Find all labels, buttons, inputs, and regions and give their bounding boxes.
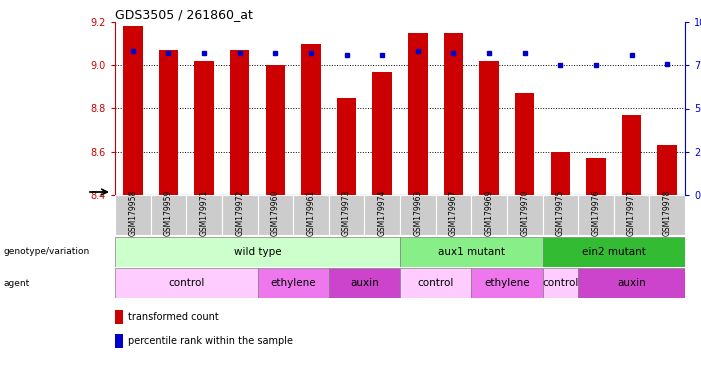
Text: transformed count: transformed count: [128, 312, 218, 322]
Bar: [222, 195, 257, 235]
Text: GSM179958: GSM179958: [128, 190, 137, 236]
Text: GSM179959: GSM179959: [164, 190, 173, 236]
Text: ethylene: ethylene: [271, 278, 316, 288]
Bar: [115, 237, 400, 267]
Text: control: control: [417, 278, 454, 288]
Bar: [408, 33, 428, 195]
Bar: [479, 61, 499, 195]
Bar: [115, 310, 123, 324]
Bar: [515, 93, 534, 195]
Bar: [586, 158, 606, 195]
Bar: [230, 50, 250, 195]
Text: wild type: wild type: [233, 247, 281, 257]
Text: GSM179969: GSM179969: [484, 190, 494, 236]
Text: genotype/variation: genotype/variation: [4, 248, 90, 257]
Text: GSM179977: GSM179977: [627, 190, 636, 236]
Bar: [186, 195, 222, 235]
Text: GSM179963: GSM179963: [414, 190, 422, 236]
Bar: [649, 195, 685, 235]
Bar: [329, 268, 400, 298]
Bar: [365, 195, 400, 235]
Text: GSM179975: GSM179975: [556, 190, 565, 236]
Bar: [115, 268, 257, 298]
Bar: [507, 195, 543, 235]
Bar: [372, 72, 392, 195]
Bar: [257, 195, 293, 235]
Bar: [158, 50, 178, 195]
Bar: [301, 44, 321, 195]
Text: control: control: [168, 278, 205, 288]
Bar: [543, 268, 578, 298]
Text: agent: agent: [4, 278, 29, 288]
Text: GSM179967: GSM179967: [449, 190, 458, 236]
Text: auxin: auxin: [350, 278, 379, 288]
Text: GSM179970: GSM179970: [520, 190, 529, 236]
Bar: [400, 237, 543, 267]
Bar: [471, 268, 543, 298]
Bar: [123, 26, 142, 195]
Text: GDS3505 / 261860_at: GDS3505 / 261860_at: [115, 8, 253, 21]
Text: ein2 mutant: ein2 mutant: [582, 247, 646, 257]
Text: GSM179974: GSM179974: [378, 190, 387, 236]
Text: GSM179973: GSM179973: [342, 190, 351, 236]
Text: auxin: auxin: [617, 278, 646, 288]
Bar: [622, 115, 641, 195]
Bar: [658, 145, 677, 195]
Bar: [471, 195, 507, 235]
Text: ethylene: ethylene: [484, 278, 530, 288]
Bar: [400, 268, 471, 298]
Bar: [444, 33, 463, 195]
Bar: [115, 195, 151, 235]
Bar: [578, 195, 614, 235]
Text: GSM179971: GSM179971: [200, 190, 209, 236]
Text: GSM179960: GSM179960: [271, 190, 280, 236]
Bar: [435, 195, 471, 235]
Text: GSM179972: GSM179972: [236, 190, 244, 236]
Bar: [543, 237, 685, 267]
Text: GSM179976: GSM179976: [592, 190, 601, 236]
Bar: [550, 152, 570, 195]
Bar: [336, 98, 356, 195]
Bar: [614, 195, 649, 235]
Bar: [543, 195, 578, 235]
Text: aux1 mutant: aux1 mutant: [437, 247, 505, 257]
Bar: [400, 195, 435, 235]
Bar: [257, 268, 329, 298]
Text: control: control: [542, 278, 578, 288]
Text: percentile rank within the sample: percentile rank within the sample: [128, 336, 292, 346]
Text: GSM179978: GSM179978: [662, 190, 672, 236]
Bar: [151, 195, 186, 235]
Bar: [329, 195, 365, 235]
Text: GSM179961: GSM179961: [306, 190, 315, 236]
Bar: [266, 65, 285, 195]
Bar: [115, 333, 123, 348]
Bar: [578, 268, 685, 298]
Bar: [194, 61, 214, 195]
Bar: [293, 195, 329, 235]
